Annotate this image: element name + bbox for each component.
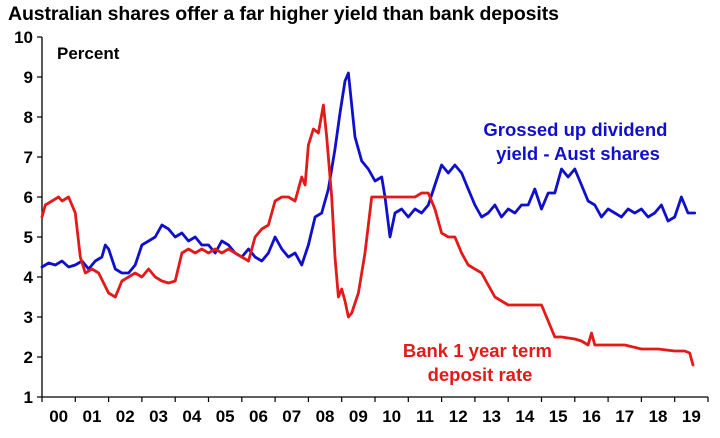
x-tick-label: 11 — [416, 407, 434, 426]
series-label-term-deposit: Bank 1 year term deposit rate — [403, 340, 557, 385]
series-label-dividend-yield: Grossed up dividend yield - Aust shares — [483, 119, 672, 164]
x-tick-label: 19 — [682, 407, 701, 426]
series-label-dividend-yield-line-1: Grossed up dividend — [483, 119, 667, 140]
y-tick-label: 8 — [24, 108, 33, 127]
x-tick-label: 00 — [49, 407, 68, 426]
series-label-dividend-yield-line-2: yield - Aust shares — [496, 143, 660, 164]
x-tick-label: 04 — [182, 407, 201, 426]
x-tick-label: 02 — [116, 407, 135, 426]
x-tick-label: 10 — [382, 407, 401, 426]
x-tick-label: 08 — [316, 407, 335, 426]
x-tick-label: 16 — [582, 407, 601, 426]
x-tick-label: 01 — [82, 407, 101, 426]
x-tick-label: 14 — [515, 407, 534, 426]
series-label-term-deposit-line-2: deposit rate — [428, 364, 533, 385]
x-tick-label: 03 — [149, 407, 168, 426]
y-tick-label: 5 — [24, 228, 33, 247]
x-tick-label: 07 — [282, 407, 301, 426]
y-ticks: 1 2 3 4 5 6 7 8 9 10 — [14, 28, 42, 407]
y-tick-label: 10 — [14, 28, 33, 47]
series-line-term-deposit — [40, 103, 695, 367]
x-tick-label: 15 — [549, 407, 568, 426]
x-tick-label: 17 — [615, 407, 634, 426]
y-tick-label: 2 — [24, 348, 33, 367]
x-tick-label: 09 — [349, 407, 368, 426]
y-tick-label: 3 — [24, 308, 33, 327]
y-tick-label: 7 — [24, 148, 33, 167]
x-tick-label: 06 — [249, 407, 268, 426]
y-tick-label: 4 — [24, 268, 34, 287]
series-label-term-deposit-line-1: Bank 1 year term — [403, 340, 552, 361]
x-tick-label: 18 — [649, 407, 668, 426]
x-tick-label: 12 — [449, 407, 468, 426]
x-tick-label: 05 — [216, 407, 235, 426]
chart-title: Australian shares offer a far higher yie… — [8, 3, 559, 25]
y-tick-label: 1 — [24, 388, 33, 407]
y-tick-label: 9 — [24, 68, 33, 87]
y-tick-label: 6 — [24, 188, 33, 207]
y-axis-unit-label: Percent — [57, 44, 120, 63]
x-tick-label: 13 — [482, 407, 501, 426]
x-ticks: 00 01 02 03 04 05 06 07 08 09 10 11 12 13 14 15 16 17 18 19 — [41, 397, 709, 426]
series-layer — [40, 71, 697, 367]
series-line-dividend-yield — [40, 71, 697, 275]
